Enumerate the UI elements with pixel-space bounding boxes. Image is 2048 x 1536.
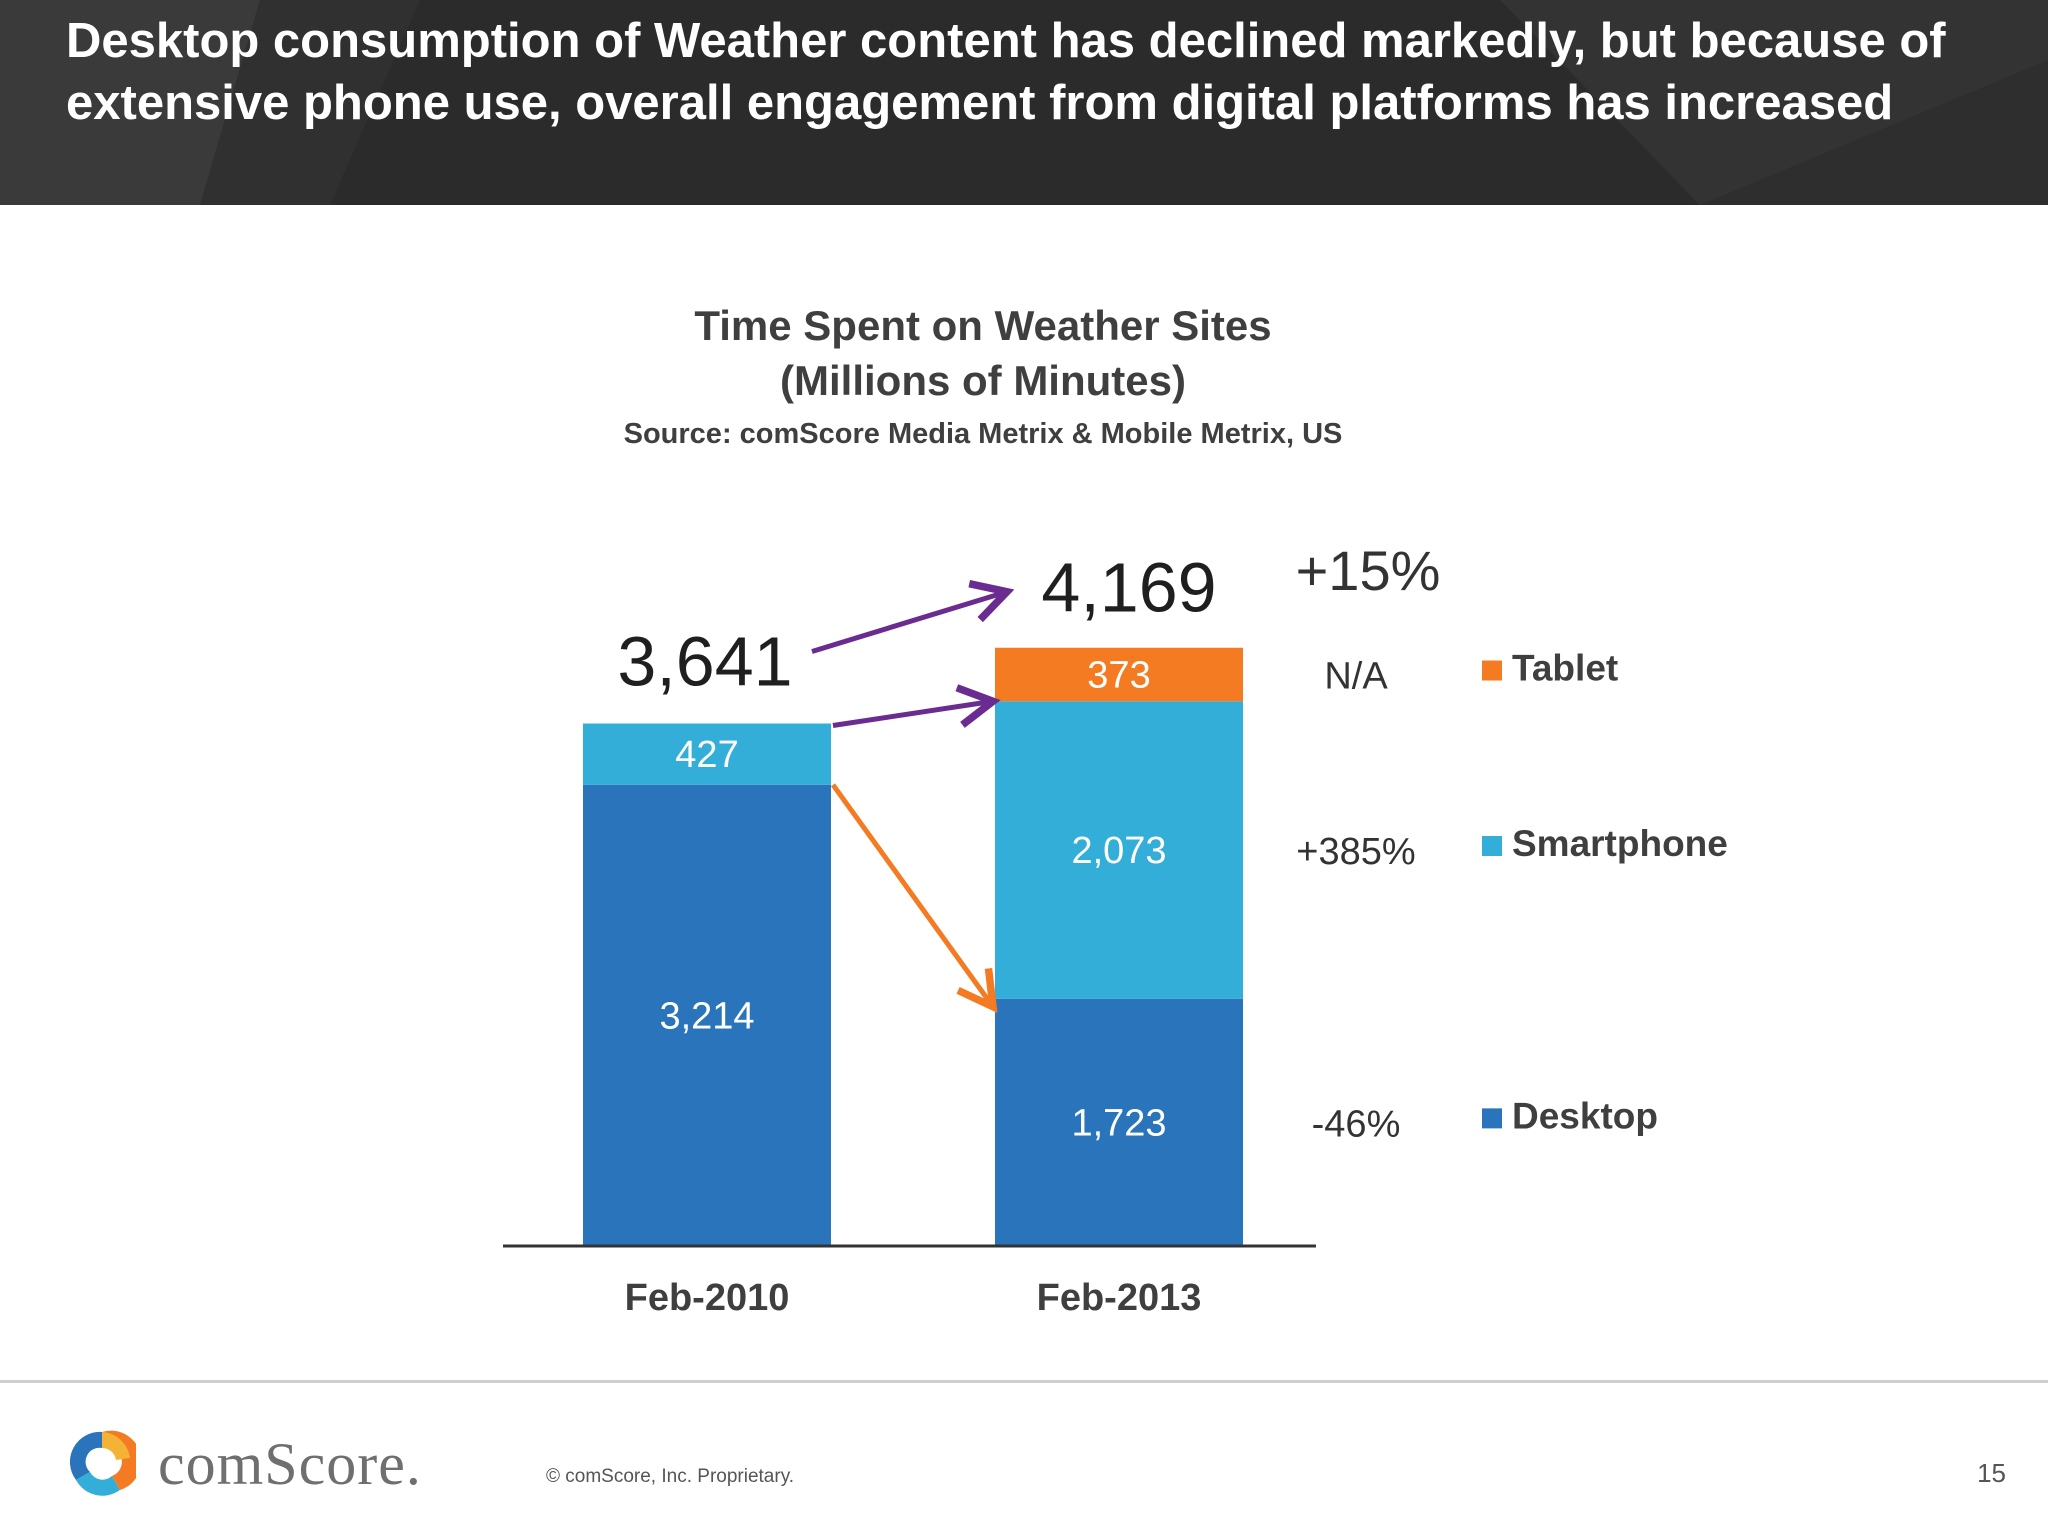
chart-subtitle: (Millions of Minutes) xyxy=(780,357,1186,404)
chart-title: Time Spent on Weather Sites xyxy=(694,302,1272,349)
header-banner: Desktop consumption of Weather content h… xyxy=(0,0,2048,205)
header-background xyxy=(0,0,2048,205)
x-tick-label-2: Feb-2013 xyxy=(1037,1277,1202,1319)
change-label-tablet: N/A xyxy=(1324,656,1388,698)
chart-title-block: Time Spent on Weather Sites (Millions of… xyxy=(0,298,1966,454)
data-label-desktop-2: 1,723 xyxy=(1071,1102,1166,1144)
total-label-1: 3,641 xyxy=(617,623,792,701)
bar-smartphone-2 xyxy=(995,701,1243,999)
copyright-text: © comScore, Inc. Proprietary. xyxy=(546,1466,795,1487)
bar-desktop-1 xyxy=(583,784,831,1246)
bar-smartphone-1 xyxy=(583,723,831,785)
legend-swatch-tablet xyxy=(1482,660,1502,681)
legend-label-desktop: Desktop xyxy=(1512,1095,1658,1136)
data-label-smartphone-2: 2,073 xyxy=(1071,830,1166,872)
x-tick-label-1: Feb-2010 xyxy=(625,1277,790,1319)
legend-label-smartphone: Smartphone xyxy=(1512,823,1728,864)
arrow-desktop-change xyxy=(830,783,993,1007)
page-title: Desktop consumption of Weather content h… xyxy=(66,14,1946,130)
legend-swatch-smartphone xyxy=(1482,836,1502,857)
arrow-total-change xyxy=(811,592,1007,654)
stacked-bar-chart: 3,214 427 Feb-2010 1,723 2,073 373 Feb-2013 3,6… xyxy=(503,539,1728,1319)
arrow-smartphone-change xyxy=(832,701,993,728)
footer-divider xyxy=(0,1380,2048,1383)
footer xyxy=(0,1383,2048,1536)
comscore-logo-icon xyxy=(69,1430,136,1496)
brand-name: comScore. xyxy=(158,1431,422,1497)
total-change-label: +15% xyxy=(1296,539,1441,602)
change-label-desktop: -46% xyxy=(1312,1103,1401,1145)
bar-tablet-2 xyxy=(995,647,1243,702)
legend-swatch-desktop xyxy=(1482,1108,1502,1129)
bar-desktop-2 xyxy=(995,998,1243,1246)
chart-source: Source: comScore Media Metrix & Mobile M… xyxy=(623,418,1343,450)
data-label-smartphone-1: 427 xyxy=(675,734,738,776)
total-label-2: 4,169 xyxy=(1041,549,1216,627)
data-label-desktop-1: 3,214 xyxy=(659,995,754,1037)
data-label-tablet-2: 373 xyxy=(1087,655,1150,697)
legend-label-tablet: Tablet xyxy=(1512,648,1618,689)
page-number: 15 xyxy=(1977,1458,2006,1488)
change-label-smartphone: +385% xyxy=(1296,831,1415,873)
